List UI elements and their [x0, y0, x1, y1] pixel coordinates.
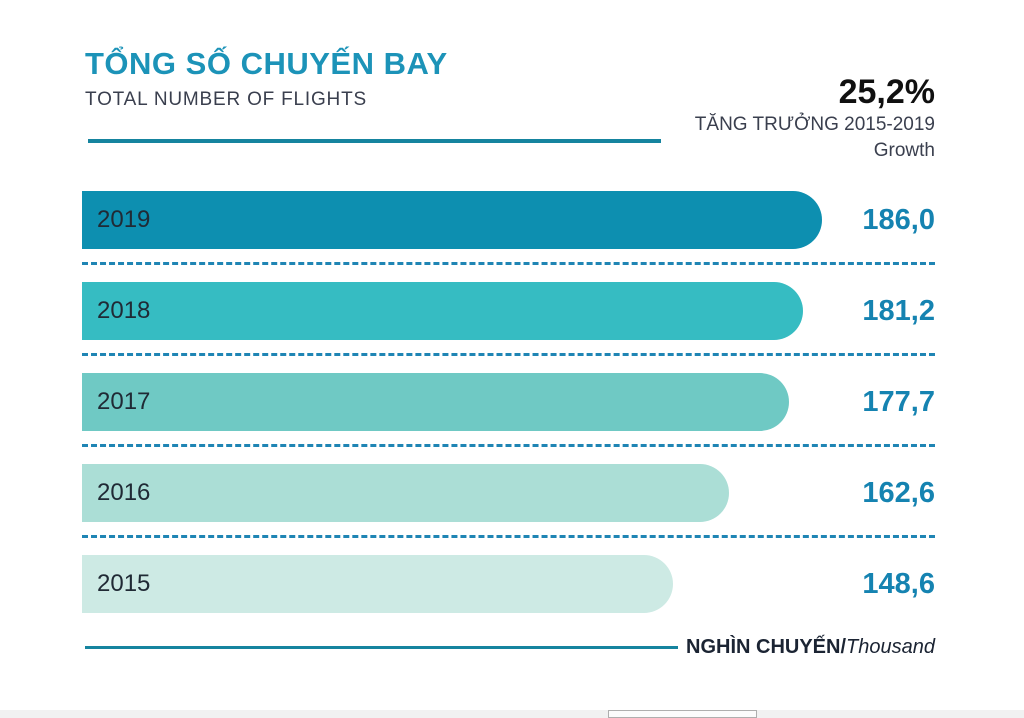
- bar-row-2018: 2018 181,2: [82, 282, 935, 340]
- value-label-2018: 181,2: [862, 294, 935, 327]
- dashed-separator: [82, 353, 935, 356]
- page-subtitle: TOTAL NUMBER OF FLIGHTS: [85, 89, 367, 110]
- year-label-2017: 2017: [97, 388, 151, 415]
- unit-label-vietnamese: NGHÌN CHUYẾN/: [686, 636, 847, 658]
- value-label-2019: 186,0: [862, 203, 935, 236]
- growth-value: 25,2%: [838, 73, 935, 111]
- bar-row-2015: 2015 148,6: [82, 555, 935, 613]
- year-label-2016: 2016: [97, 479, 151, 506]
- bar-2019: 2019: [82, 191, 822, 249]
- dashed-separator: [82, 535, 935, 538]
- page-title: TỔNG SỐ CHUYẾN BAY: [85, 46, 448, 81]
- bar-2015: 2015: [82, 555, 673, 613]
- footer-rule: [85, 646, 679, 649]
- bar-row-2019: 2019 186,0: [82, 191, 935, 249]
- bar-rows: 2019 186,0 2018 181,2 2017 177,7 2016 162,6 2015…: [82, 191, 935, 613]
- dashed-separator: [82, 262, 935, 265]
- value-label-2016: 162,6: [862, 476, 935, 509]
- horizontal-scrollbar-track[interactable]: [0, 710, 1024, 718]
- unit-label-english: Thousand: [846, 636, 935, 658]
- chart-footer: NGHÌN CHUYẾN/Thousand: [85, 636, 935, 659]
- header-rule: [88, 139, 661, 143]
- year-label-2018: 2018: [97, 297, 151, 324]
- growth-sublabel: Growth: [873, 140, 935, 161]
- bar-2017: 2017: [82, 373, 789, 431]
- bar-2016: 2016: [82, 464, 729, 522]
- dashed-separator: [82, 444, 935, 447]
- value-label-2017: 177,7: [862, 385, 935, 418]
- value-label-2015: 148,6: [862, 567, 935, 600]
- bar-row-2017: 2017 177,7: [82, 373, 935, 431]
- growth-label: TĂNG TRƯỞNG 2015-2019: [694, 114, 935, 135]
- growth-stat: 25,2% TĂNG TRƯỞNG 2015-2019 Growth: [695, 72, 935, 164]
- year-label-2015: 2015: [97, 570, 151, 597]
- bar-row-2016: 2016 162,6: [82, 464, 935, 522]
- horizontal-scrollbar-thumb[interactable]: [608, 710, 757, 718]
- unit-label: NGHÌN CHUYẾN/Thousand: [686, 636, 935, 659]
- year-label-2019: 2019: [97, 206, 151, 233]
- bar-2018: 2018: [82, 282, 803, 340]
